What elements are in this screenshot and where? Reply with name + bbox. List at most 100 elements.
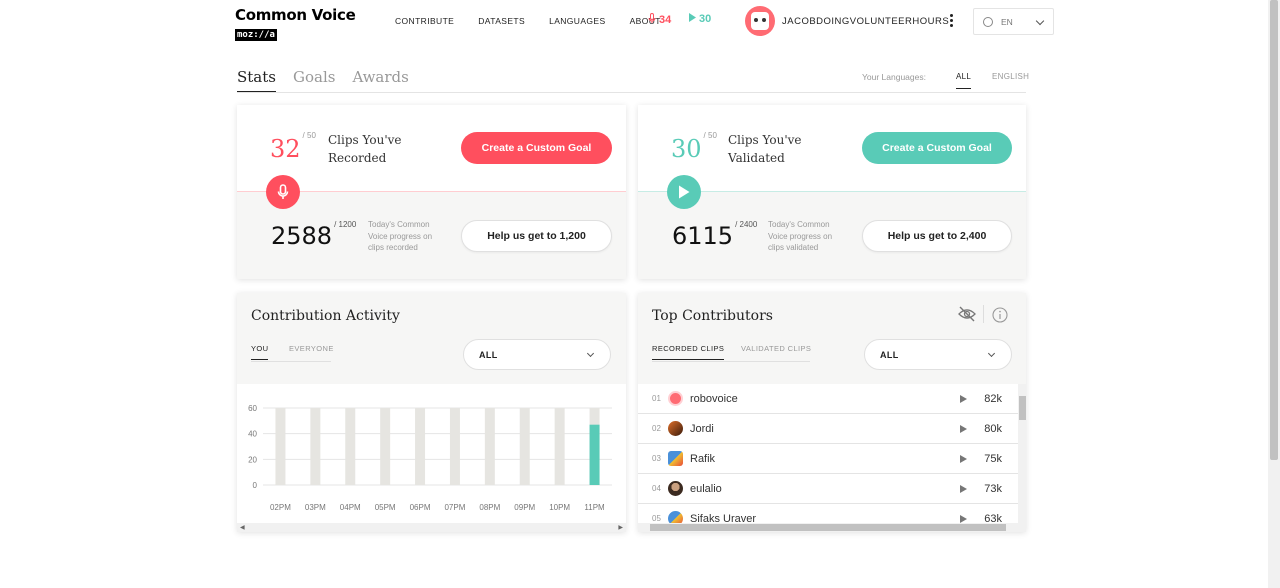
validated-total: 6115/ 2400 — [672, 220, 757, 250]
avatar[interactable] — [745, 6, 775, 36]
scroll-thumb[interactable] — [1270, 0, 1278, 460]
validated-count: 30 — [699, 13, 712, 25]
validated-card-bottom: 6115/ 2400 Today's Common Voice progress… — [638, 192, 1026, 279]
play-icon[interactable] — [960, 424, 967, 433]
clip-count: 82k — [984, 392, 1002, 405]
scroll-right-icon[interactable]: ▶ — [618, 525, 623, 531]
activity-filter-value: ALL — [479, 349, 498, 360]
nav-contribute[interactable]: CONTRIBUTE — [395, 16, 455, 26]
validated-counter: 30 — [689, 13, 711, 25]
recorded-count: 34 — [659, 14, 672, 26]
scroll-thumb[interactable] — [1019, 396, 1026, 420]
main-nav: CONTRIBUTE DATASETS LANGUAGES ABOUT — [395, 16, 685, 26]
subtab-divider — [251, 361, 331, 362]
tab-stats[interactable]: Stats — [237, 68, 276, 93]
play-icon — [679, 185, 690, 199]
x-tick-label: 02PM — [270, 503, 291, 512]
play-icon[interactable] — [960, 454, 967, 463]
common-voice-logo[interactable]: Common Voice moz://a — [235, 6, 356, 42]
recorded-total: 2588/ 1200 — [271, 220, 357, 250]
scroll-thumb[interactable] — [650, 524, 1006, 531]
eye-off-icon[interactable] — [958, 306, 976, 322]
table-row[interactable]: 05 Sifaks Uraver 63k — [638, 504, 1018, 532]
play-icon[interactable] — [960, 514, 967, 523]
y-tick-label: 40 — [248, 430, 257, 439]
more-menu-icon[interactable] — [948, 12, 954, 29]
contributor-name: Sifaks Uraver — [690, 512, 757, 525]
list-vertical-scrollbar[interactable] — [1018, 384, 1026, 532]
language-select[interactable]: EN — [973, 8, 1054, 35]
bar-background — [449, 408, 460, 485]
avatar — [668, 451, 683, 466]
recorded-card-bottom: 2588/ 1200 Today's Common Voice progress… — [237, 192, 626, 279]
help-button-validated[interactable]: Help us get to 2,400 — [862, 220, 1012, 252]
create-goal-button-validated[interactable]: Create a Custom Goal — [862, 132, 1012, 164]
rank: 02 — [652, 424, 661, 433]
validated-value: 30 — [671, 135, 702, 163]
chart-horizontal-scrollbar[interactable]: ◀ ▶ — [237, 523, 626, 532]
recorded-total-goal: / 1200 — [334, 220, 357, 229]
play-badge[interactable] — [667, 175, 701, 209]
language-tab-all[interactable]: ALL — [956, 72, 972, 89]
tab-goals[interactable]: Goals — [292, 68, 336, 86]
info-icon[interactable] — [992, 307, 1008, 323]
subtab-divider — [652, 361, 810, 362]
recorded-total-value: 2588 — [271, 222, 333, 250]
nav-datasets[interactable]: DATASETS — [478, 16, 526, 26]
play-icon[interactable] — [960, 484, 967, 493]
clip-count: 73k — [984, 482, 1002, 495]
chevron-down-icon — [987, 349, 996, 358]
icon-separator — [983, 305, 984, 323]
clip-count: 80k — [984, 422, 1002, 435]
activity-filter-select[interactable]: ALL — [463, 339, 611, 370]
nav-languages[interactable]: LANGUAGES — [549, 16, 606, 26]
username[interactable]: JACOBDOINGVOLUNTEERHOURS — [782, 16, 950, 27]
create-goal-button-recorded[interactable]: Create a Custom Goal — [461, 132, 612, 164]
recorded-card: 32/ 50 Clips You've Recorded Create a Cu… — [237, 105, 626, 279]
chevron-down-icon — [1035, 16, 1045, 26]
validated-total-value: 6115 — [672, 222, 734, 250]
bar-background — [275, 408, 286, 485]
subtab-recorded-clips[interactable]: RECORDED CLIPS — [652, 344, 725, 360]
chevron-down-icon — [586, 349, 595, 358]
bar-background — [415, 408, 426, 485]
subtab-everyone[interactable]: EVERYONE — [289, 344, 334, 353]
subtab-you[interactable]: YOU — [251, 344, 269, 360]
contributors-list: 01 robovoice 82k 02 Jordi 80k 03 Rafik 7… — [638, 384, 1026, 532]
recorded-value: 32 — [270, 135, 301, 163]
clip-count: 63k — [984, 512, 1002, 525]
x-tick-label: 07PM — [444, 503, 465, 512]
contributors-filter-select[interactable]: ALL — [864, 339, 1012, 370]
table-row[interactable]: 01 robovoice 82k — [638, 384, 1018, 414]
subtab-validated-clips[interactable]: VALIDATED CLIPS — [741, 344, 812, 353]
x-tick-label: 09PM — [514, 503, 535, 512]
contributors-filter-value: ALL — [880, 349, 899, 360]
microphone-badge[interactable] — [266, 175, 300, 209]
x-tick-label: 05PM — [375, 503, 396, 512]
tab-awards[interactable]: Awards — [352, 68, 409, 86]
page-scrollbar[interactable] — [1268, 0, 1280, 588]
contributor-name: eulalio — [690, 482, 722, 495]
bar-background — [345, 408, 356, 485]
y-tick-label: 0 — [253, 481, 258, 490]
validated-card-top: 30/ 50 Clips You've Validated Create a C… — [638, 105, 1026, 192]
globe-icon — [983, 16, 993, 27]
contributor-name: Rafik — [690, 452, 716, 465]
logo-title: Common Voice — [235, 6, 356, 24]
clip-count: 75k — [984, 452, 1002, 465]
list-horizontal-scrollbar[interactable] — [638, 523, 1018, 532]
top-header: Common Voice moz://a CONTRIBUTE DATASETS… — [0, 0, 1268, 44]
x-tick-label: 04PM — [340, 503, 361, 512]
rank: 04 — [652, 484, 661, 493]
language-tab-english[interactable]: ENGLISH — [992, 72, 1030, 81]
table-row[interactable]: 03 Rafik 75k — [638, 444, 1018, 474]
play-icon[interactable] — [960, 394, 967, 403]
contributor-name: robovoice — [690, 392, 738, 405]
nav-about[interactable]: ABOUT — [629, 16, 661, 26]
help-button-recorded[interactable]: Help us get to 1,200 — [461, 220, 612, 252]
table-row[interactable]: 02 Jordi 80k — [638, 414, 1018, 444]
scroll-left-icon[interactable]: ◀ — [240, 525, 245, 531]
recorded-card-top: 32/ 50 Clips You've Recorded Create a Cu… — [237, 105, 626, 192]
table-row[interactable]: 04 eulalio 73k — [638, 474, 1018, 504]
panel-title: Top Contributors — [652, 308, 773, 324]
